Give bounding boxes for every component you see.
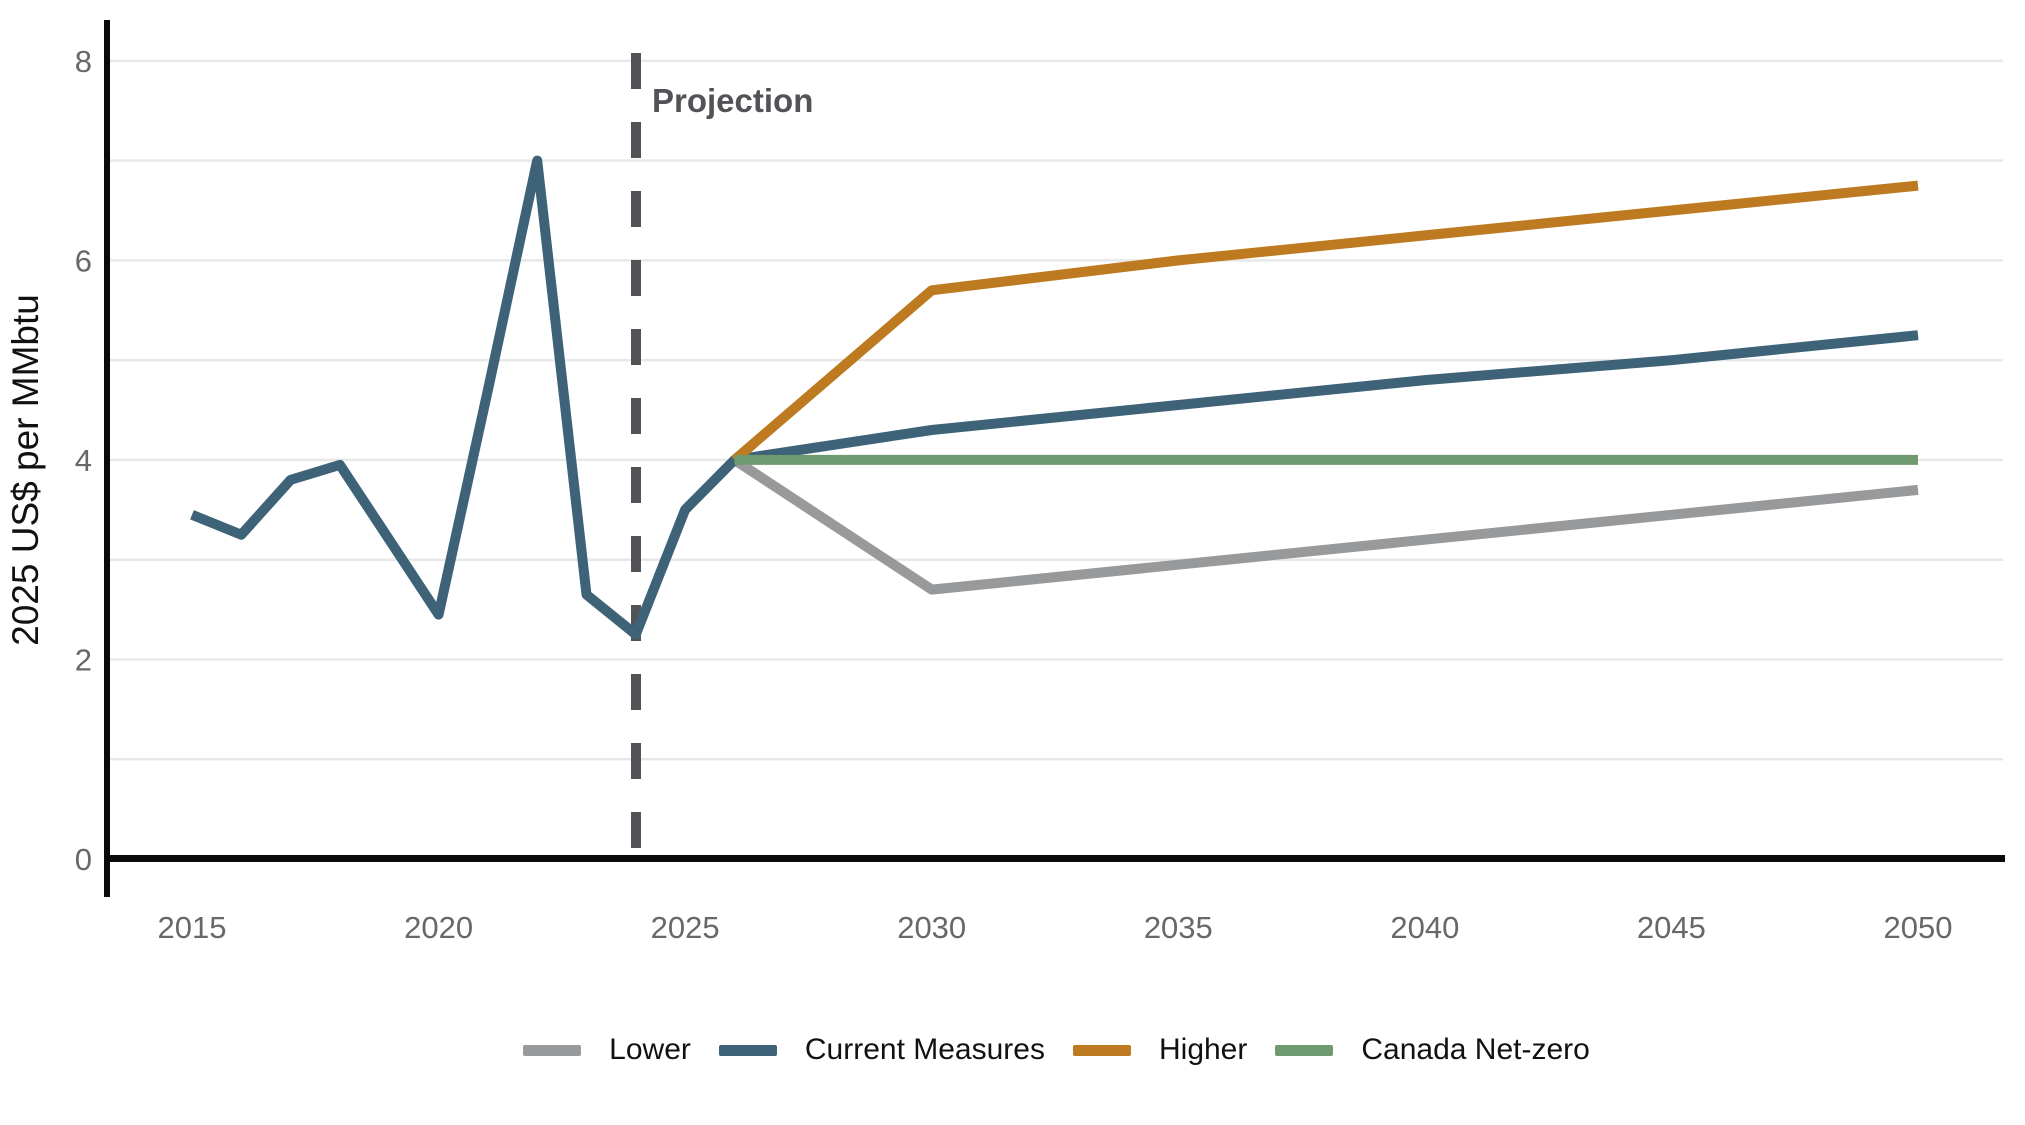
x-tick-label-2030: 2030 bbox=[897, 910, 966, 945]
y-tick-label-4: 4 bbox=[75, 443, 92, 478]
legend-label-canada-net-zero: Canada Net-zero bbox=[1361, 1033, 1590, 1066]
series-lines bbox=[190, 155, 1919, 640]
y-tick-label-6: 6 bbox=[75, 243, 92, 278]
gridlines bbox=[110, 59, 2003, 761]
x-axis-spine bbox=[104, 855, 2005, 862]
legend-label-current-measures: Current Measures bbox=[804, 1033, 1045, 1066]
x-axis-tick-labels: 2015 2020 2025 2030 2035 2040 2045 2050 bbox=[158, 910, 1953, 945]
legend-swatch-canada-net-zero bbox=[1275, 1044, 1334, 1056]
legend-swatch-current-measures bbox=[718, 1044, 777, 1056]
x-tick-label-2035: 2035 bbox=[1144, 910, 1213, 945]
x-tick-label-2015: 2015 bbox=[158, 910, 227, 945]
y-axis-spine bbox=[104, 20, 110, 897]
legend-swatch-higher bbox=[1072, 1044, 1131, 1056]
x-tick-label-2020: 2020 bbox=[404, 910, 473, 945]
series-line-current-measures bbox=[190, 155, 1919, 640]
x-tick-label-2025: 2025 bbox=[651, 910, 720, 945]
series-line-higher bbox=[731, 180, 1919, 464]
x-tick-label-2045: 2045 bbox=[1637, 910, 1706, 945]
y-tick-label-2: 2 bbox=[75, 642, 92, 677]
x-tick-label-2040: 2040 bbox=[1390, 910, 1459, 945]
y-tick-label-8: 8 bbox=[75, 44, 92, 79]
legend-item-higher: Higher bbox=[1072, 1033, 1248, 1067]
y-tick-label-0: 0 bbox=[75, 842, 92, 877]
legend-item-current-measures: Current Measures bbox=[718, 1033, 1045, 1067]
chart-legend: Lower Current Measures Higher Canada Net-ze… bbox=[110, 1026, 2003, 1074]
legend-label-lower: Lower bbox=[609, 1033, 691, 1066]
x-tick-label-2050: 2050 bbox=[1884, 910, 1953, 945]
legend-item-lower: Lower bbox=[523, 1033, 691, 1067]
series-line-lower bbox=[731, 455, 1919, 595]
legend-label-higher: Higher bbox=[1158, 1033, 1248, 1066]
projection-label: Projection bbox=[652, 82, 813, 119]
y-axis-tick-labels: 0 2 4 6 8 bbox=[75, 44, 92, 877]
legend-swatch-lower bbox=[523, 1044, 582, 1056]
y-axis-title: 2025 US$ per MMbtu bbox=[5, 294, 46, 646]
legend-item-canada-net-zero: Canada Net-zero bbox=[1275, 1033, 1590, 1067]
